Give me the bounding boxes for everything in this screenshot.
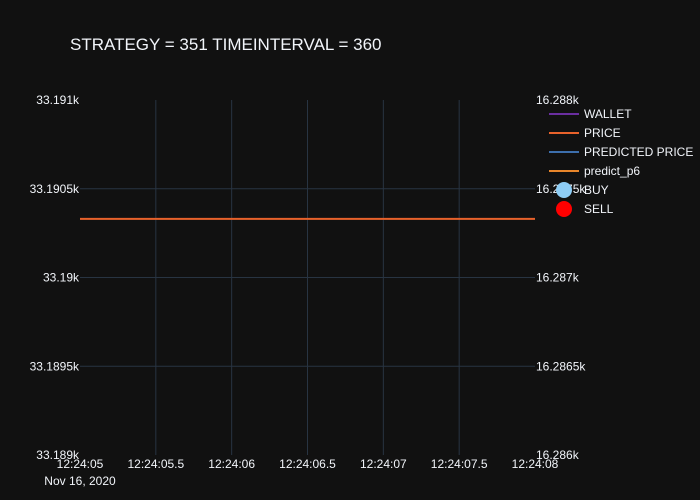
legend-item-price[interactable]: PRICE (549, 126, 621, 140)
y-left-tick-label: 33.1895k (30, 359, 80, 373)
x-date-label: Nov 16, 2020 (44, 474, 116, 488)
y-right-tick-label: 16.286k (536, 448, 580, 462)
legend-label: SELL (584, 202, 614, 216)
x-axis: 12:24:05 12:24:05.5 12:24:06 12:24:06.5 12:2… (57, 457, 559, 471)
x-tick-label: 12:24:05.5 (127, 457, 184, 471)
y-right-tick-label: 16.287k (536, 271, 580, 285)
y-right-tick-label: 16.2865k (536, 359, 586, 373)
legend-label: WALLET (584, 107, 632, 121)
legend-label: BUY (584, 183, 609, 197)
legend-label: predict_p6 (584, 164, 640, 178)
legend-item-buy[interactable]: BUY (556, 182, 609, 198)
y-left-tick-label: 33.189k (36, 448, 80, 462)
y-left-tick-label: 33.1905k (30, 182, 80, 196)
y-left-tick-label: 33.191k (36, 93, 80, 107)
legend[interactable]: WALLET PRICE PREDICTED PRICE predict_p6 BUY S… (549, 107, 693, 217)
x-tick-label: 12:24:05 (57, 457, 104, 471)
x-tick-label: 12:24:07.5 (431, 457, 488, 471)
legend-marker-swatch (556, 182, 572, 198)
y-left-tick-label: 33.19k (43, 271, 80, 285)
x-tick-label: 12:24:06.5 (279, 457, 336, 471)
x-tick-label: 12:24:07 (360, 457, 407, 471)
x-tick-label: 12:24:08 (512, 457, 559, 471)
legend-marker-swatch (556, 201, 572, 217)
grid (80, 100, 535, 455)
legend-item-sell[interactable]: SELL (556, 201, 614, 217)
legend-label: PREDICTED PRICE (584, 145, 693, 159)
y-right-tick-label: 16.288k (536, 93, 580, 107)
legend-label: PRICE (584, 126, 621, 140)
legend-item-predict-p6[interactable]: predict_p6 (549, 164, 640, 178)
x-tick-label: 12:24:06 (208, 457, 255, 471)
legend-item-wallet[interactable]: WALLET (549, 107, 632, 121)
chart-title: STRATEGY = 351 TIMEINTERVAL = 360 (70, 35, 382, 54)
legend-item-predicted-price[interactable]: PREDICTED PRICE (549, 145, 693, 159)
y-axis-left: 33.189k 33.1895k 33.19k 33.1905k 33.191k (30, 93, 80, 462)
